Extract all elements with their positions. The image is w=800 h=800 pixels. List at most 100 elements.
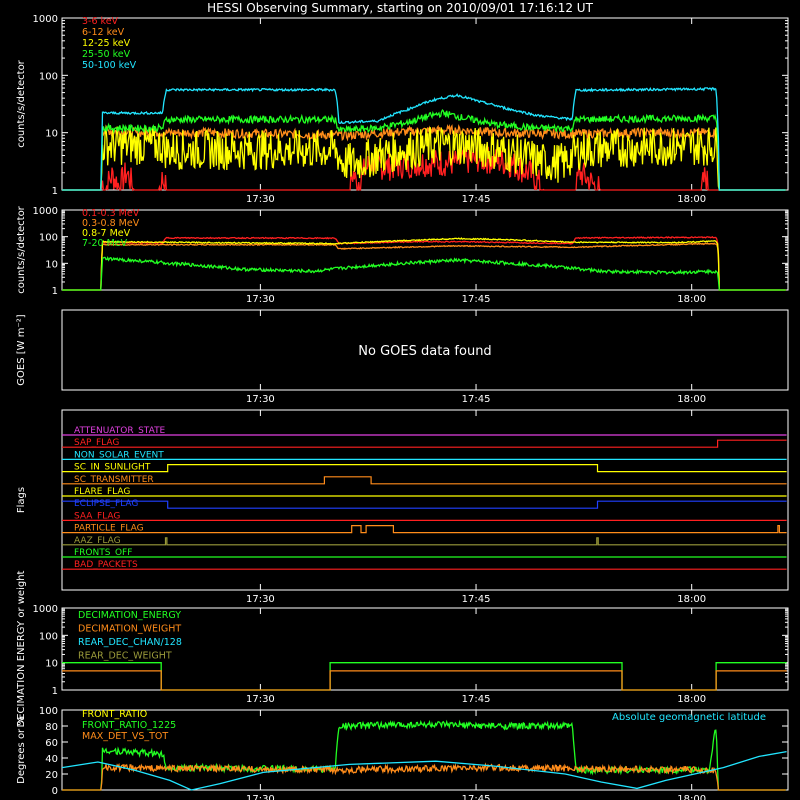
- flag-label: SC_TRANSMITTER: [74, 475, 154, 485]
- series-line: [62, 237, 786, 291]
- x-tick-label: 17:30: [246, 594, 275, 605]
- panel-p4: 17:3017:4518:0018:1518:3018:45FlagsATTEN…: [16, 409, 789, 605]
- panel-p2: 17:3017:4518:0018:1518:3018:451101001000…: [16, 205, 789, 305]
- y-tick-label: 1: [52, 686, 58, 697]
- annotation-label: Absolute geomagnetic latitude: [612, 712, 766, 723]
- series-line: [62, 670, 787, 691]
- x-tick-label: 18:00: [677, 394, 706, 405]
- flag-label: SC_IN_SUNLIGHT: [74, 463, 151, 473]
- flag-label: ATTENUATOR_STATE: [74, 426, 166, 436]
- no-data-message: No GOES data found: [358, 344, 491, 359]
- x-tick-label: 18:00: [677, 694, 706, 705]
- y-tick-label: 10: [45, 259, 58, 270]
- x-tick-label: 18:00: [677, 594, 706, 605]
- flag-label: SAP_FLAG: [74, 438, 119, 448]
- flag-label: AAZ_FLAG: [74, 536, 121, 546]
- y-tick-label: 20: [45, 770, 58, 781]
- legend-entry: 25-50 keV: [82, 49, 131, 60]
- flag-label: NON_SOLAR_EVENT: [74, 450, 164, 460]
- x-tick-label: 17:30: [246, 194, 275, 205]
- series-line: [61, 750, 787, 791]
- panel-p6: 17:3017:4518:0018:1518:3018:450204060801…: [16, 706, 789, 800]
- x-tick-label: 18:00: [677, 794, 706, 800]
- legend-entry: REAR_DEC_WEIGHT: [78, 651, 172, 662]
- series-line: [62, 109, 786, 191]
- y-tick-label: 10: [45, 659, 58, 670]
- y-axis-label: counts/s/detector: [16, 205, 27, 293]
- plot-frame: [61, 409, 789, 591]
- y-axis-label: DECIMATION ENERGY or weight: [16, 570, 27, 727]
- legend-entry: MAX_DET_VS_TOT: [82, 731, 168, 742]
- y-tick-label: 80: [45, 722, 58, 733]
- x-tick-label: 17:30: [246, 294, 275, 305]
- legend-entry: 6-12 keV: [82, 27, 125, 38]
- x-tick-label: 17:30: [246, 694, 275, 705]
- y-tick-label: 1000: [33, 604, 58, 615]
- y-tick-label: 100: [39, 233, 58, 244]
- x-tick-label: 17:45: [462, 694, 491, 705]
- y-tick-label: 100: [39, 631, 58, 642]
- panel-p5: 17:3017:4518:0018:1518:3018:451101001000…: [16, 570, 789, 727]
- flag-series-line: [62, 464, 787, 473]
- x-tick-label: 18:00: [677, 194, 706, 205]
- legend-entry: 7-20 MeV: [82, 238, 128, 249]
- y-axis-label: Degrees or %: [16, 716, 27, 784]
- flag-label: PARTICLE_FLAG: [74, 524, 144, 534]
- series-line: [62, 144, 786, 192]
- flag-label: FRONTS_OFF: [74, 548, 132, 558]
- x-tick-label: 17:30: [246, 394, 275, 405]
- flag-series-line: [62, 500, 787, 509]
- series-line: [62, 125, 786, 191]
- legend-entry: FRONT_RATIO_1225: [82, 720, 176, 731]
- y-tick-label: 40: [45, 754, 58, 765]
- y-tick-label: 1000: [33, 14, 58, 25]
- panels: 17:3017:4518:0018:1518:3018:451101001000…: [16, 14, 789, 800]
- y-axis-label: counts/s/detector: [16, 59, 27, 147]
- flag-series-line: [62, 476, 787, 485]
- x-tick-label: 17:45: [462, 394, 491, 405]
- y-tick-label: 60: [45, 738, 58, 749]
- plot-frame: [61, 17, 789, 191]
- y-tick-label: 0: [52, 786, 58, 797]
- plot-frame: [61, 709, 789, 791]
- y-tick-label: 1: [52, 186, 58, 197]
- plot-frame: [61, 209, 789, 291]
- series-line: [62, 242, 786, 291]
- x-tick-label: 17:45: [462, 594, 491, 605]
- legend-entry: FRONT_RATIO: [82, 709, 147, 720]
- series-line: [62, 662, 787, 691]
- y-tick-label: 1: [52, 286, 58, 297]
- legend-entry: DECIMATION_WEIGHT: [78, 624, 181, 635]
- legend-entry: REAR_DEC_CHAN/128: [78, 637, 182, 648]
- plot-frame: [61, 309, 789, 391]
- flag-label: BAD_PACKETS: [74, 560, 138, 570]
- flag-label: ECLIPSE_FLAG: [74, 499, 138, 509]
- series-line: [62, 86, 786, 191]
- series-line: [62, 762, 786, 791]
- x-tick-label: 17:45: [462, 194, 491, 205]
- flag-series-line: [62, 524, 787, 534]
- figure-title: HESSI Observing Summary, starting on 201…: [207, 1, 593, 15]
- legend-entry: 0.3-0.8 MeV: [82, 218, 140, 229]
- y-tick-label: 1000: [33, 206, 58, 217]
- x-tick-label: 17:45: [462, 294, 491, 305]
- series-line: [62, 719, 786, 791]
- flag-label: SAA_FLAG: [74, 511, 120, 521]
- series-line: [62, 235, 786, 291]
- x-tick-label: 17:30: [246, 794, 275, 800]
- legend-entry: 12-25 keV: [82, 38, 131, 49]
- y-tick-label: 10: [45, 129, 58, 140]
- series-line: [62, 255, 786, 291]
- legend-entry: 50-100 keV: [82, 60, 137, 71]
- plot-frame: [61, 607, 789, 691]
- x-tick-label: 17:45: [462, 794, 491, 800]
- flag-series-line: [62, 439, 787, 448]
- flag-label: FLARE_FLAG: [74, 487, 130, 497]
- y-tick-label: 100: [39, 71, 58, 82]
- flag-series-line: [62, 537, 787, 546]
- x-tick-label: 18:00: [677, 294, 706, 305]
- y-axis-label: Flags: [16, 487, 27, 513]
- legend-entry: DECIMATION_ENERGY: [78, 610, 181, 621]
